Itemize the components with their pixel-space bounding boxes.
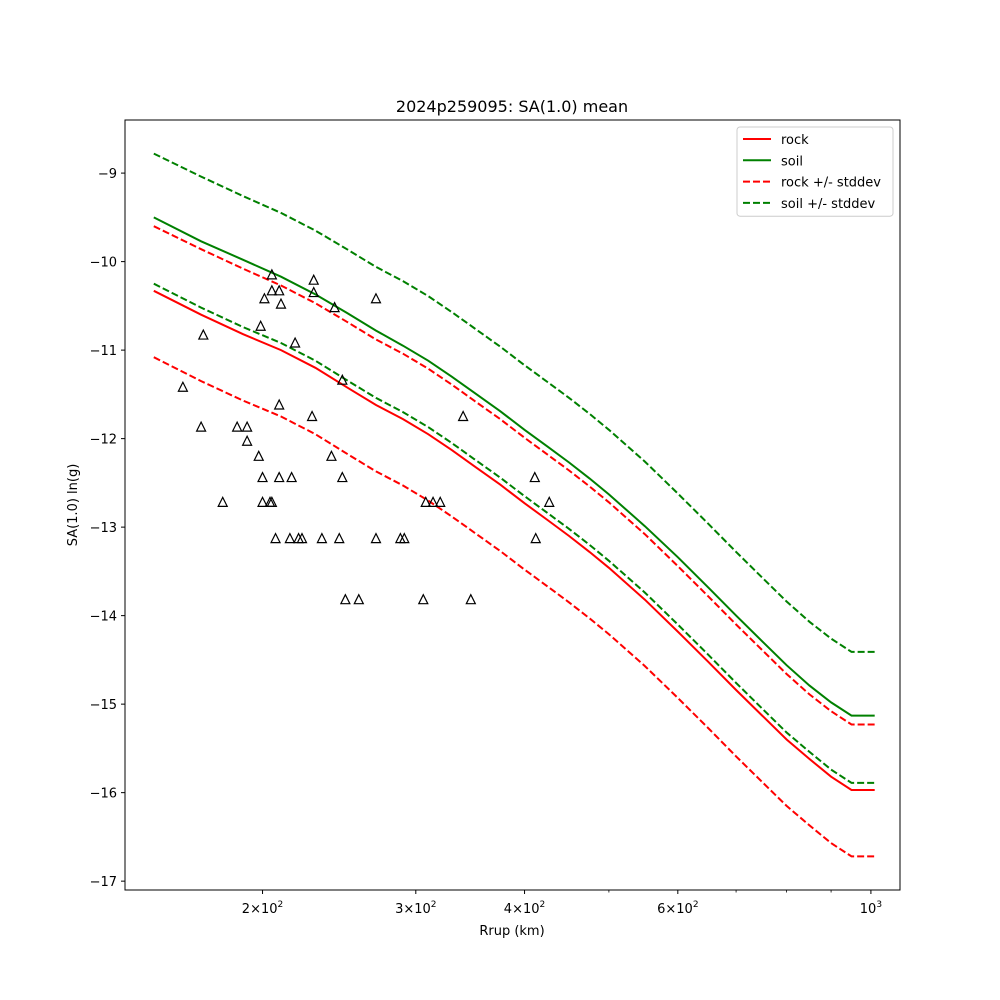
x-axis-title: Rrup (km) (479, 924, 544, 939)
x-tick-base: 10 (261, 902, 278, 917)
data-point-16 (270, 532, 282, 544)
data-point-7 (253, 449, 265, 461)
x-tick-times: × (665, 902, 676, 917)
x-tick-times: × (403, 902, 414, 917)
data-point-41 (417, 593, 429, 605)
data-point-27 (308, 286, 320, 298)
legend-label: rock +/- stddev (781, 176, 881, 191)
data-point-15 (266, 284, 278, 296)
data-point-48 (530, 532, 542, 544)
data-point-21 (284, 532, 296, 544)
x-tick-mantissa: 3 (395, 902, 403, 917)
y-tick-label: −14 (90, 610, 117, 625)
series-line-soil-1 (153, 216, 875, 717)
x-tick-times: × (250, 902, 261, 917)
data-point-13 (266, 496, 278, 507)
data-point-19 (273, 471, 285, 483)
data-point-9 (257, 471, 269, 483)
x-tick-exponent: 2 (278, 900, 284, 910)
x-tick-base: 10 (523, 902, 540, 917)
data-point-20 (275, 297, 287, 309)
legend-label: soil (781, 154, 803, 169)
data-point-18 (273, 398, 285, 410)
data-point-26 (306, 410, 318, 422)
data-point-38 (370, 292, 382, 304)
data-point-11 (258, 292, 270, 304)
x-tick-mantissa: 4 (504, 902, 512, 917)
data-point-47 (529, 471, 541, 483)
data-point-36 (353, 593, 365, 605)
data-point-28 (308, 273, 320, 285)
data-point-33 (336, 373, 348, 385)
axes: −9−10−11−12−13−14−15−16−172×102 3×102 4×10… (90, 119, 901, 917)
plot-area (153, 152, 875, 858)
legend-label: soil +/- stddev (781, 197, 876, 212)
data-point-44 (434, 496, 446, 507)
data-point-49 (543, 496, 555, 507)
chart-title: 2024p259095: SA(1.0) mean (396, 97, 628, 116)
axes-frame (124, 119, 901, 891)
series-line-soil-stddev-5 (153, 282, 875, 784)
data-point-17 (273, 284, 285, 296)
x-tick-mantissa: 6 (657, 902, 665, 917)
data-point-10 (257, 496, 269, 507)
data-point-0 (177, 380, 189, 392)
data-point-8 (255, 319, 267, 331)
data-point-5 (241, 420, 253, 432)
y-tick-label: −13 (90, 521, 117, 536)
legend-label: rock (781, 133, 809, 148)
data-point-37 (370, 532, 382, 544)
x-tick-label: 103 (860, 900, 882, 917)
data-point-22 (286, 471, 298, 483)
data-point-4 (231, 420, 243, 432)
data-point-40 (398, 532, 410, 544)
series-line-rock-stddev-3 (153, 356, 875, 858)
data-point-43 (427, 496, 439, 507)
y-tick-label: −10 (90, 256, 117, 271)
data-point-45 (457, 410, 469, 422)
data-point-46 (465, 593, 477, 605)
y-tick-label: −9 (98, 167, 117, 182)
series-line-rock-stddev-2 (153, 225, 875, 726)
legend-box (736, 126, 894, 217)
data-point-32 (333, 532, 345, 544)
data-point-35 (339, 593, 351, 605)
data-point-34 (336, 471, 348, 483)
x-tick-exponent: 2 (540, 900, 546, 910)
data-point-3 (217, 496, 229, 507)
data-point-14 (266, 268, 278, 280)
data-point-23 (289, 336, 301, 348)
data-point-31 (329, 301, 341, 313)
data-point-1 (195, 420, 207, 432)
x-tick-mantissa: 2 (242, 902, 250, 917)
y-tick-label: −11 (90, 344, 117, 359)
y-tick-label: −15 (90, 698, 117, 713)
x-tick-mantissa: 10 (860, 902, 877, 917)
x-tick-label: 6×102 (657, 900, 698, 917)
x-tick-base: 10 (676, 902, 693, 917)
data-point-6 (241, 434, 253, 446)
x-tick-times: × (512, 902, 523, 917)
y-tick-label: −17 (90, 875, 117, 890)
y-tick-label: −12 (90, 433, 117, 448)
legend: rock soil rock +/- stddev soil +/- stddev (736, 126, 894, 217)
x-tick-label: 3×102 (395, 900, 436, 917)
y-tick-label: −16 (90, 787, 117, 802)
data-point-30 (325, 449, 337, 461)
x-tick-exponent: 3 (876, 900, 882, 910)
x-tick-label: 4×102 (504, 900, 545, 917)
data-point-42 (420, 496, 432, 507)
x-tick-exponent: 2 (431, 900, 437, 910)
x-tick-exponent: 2 (693, 900, 699, 910)
series-line-rock-0 (153, 289, 875, 791)
y-axis-title: SA(1.0) ln(g) (66, 464, 81, 547)
x-tick-base: 10 (414, 902, 431, 917)
data-point-29 (316, 532, 328, 544)
data-point-25 (296, 532, 308, 544)
series-line-soil-stddev-4 (153, 152, 875, 653)
x-tick-label: 2×102 (242, 900, 283, 917)
data-point-2 (197, 328, 209, 340)
